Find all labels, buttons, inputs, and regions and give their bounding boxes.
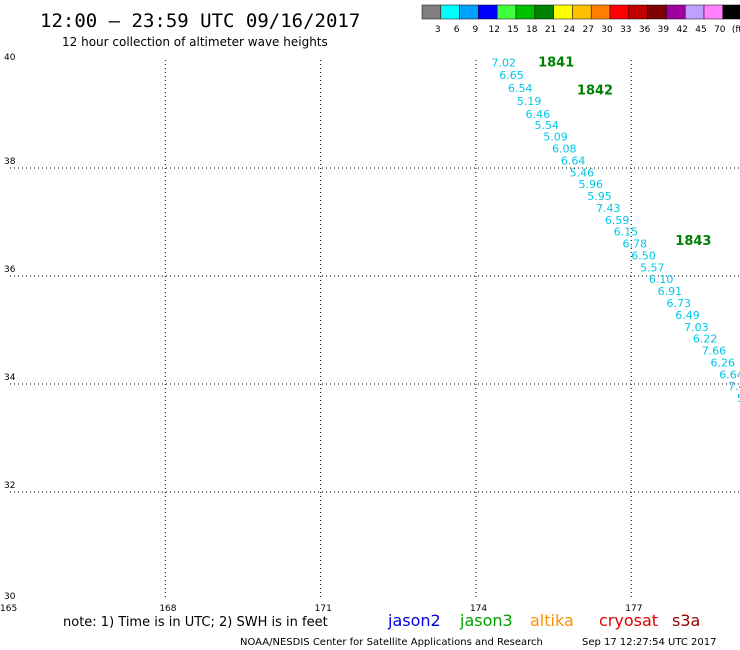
color-swatch <box>553 4 573 20</box>
mission-legend: jason2 jason3 altika cryosat s3a <box>387 611 700 630</box>
footer-note: note: 1) Time is in UTC; 2) SWH is in fe… <box>63 615 328 630</box>
color-swatch <box>609 4 630 20</box>
y-tick-label: 38 <box>4 157 16 167</box>
color-scale-label: 33 <box>620 25 631 35</box>
color-scale-label: 30 <box>601 25 613 35</box>
swh-value-label: 6.49 <box>675 309 700 322</box>
swh-value-label: 5.96 <box>578 178 603 191</box>
swh-value-label: 5.57 <box>640 261 665 274</box>
y-tick-label: 34 <box>4 373 16 383</box>
axes: 165 168 171 174 177 30 32 34 36 38 40 <box>0 53 642 614</box>
chart-title: 12:00 — 23:59 UTC 09/16/2017 <box>40 10 360 32</box>
swh-value-label: 6.54 <box>508 82 533 95</box>
color-scale-label: 3 <box>435 25 441 35</box>
x-tick-label: 165 <box>0 604 17 614</box>
color-swatch <box>534 4 554 20</box>
color-swatch <box>722 4 740 20</box>
mission-label-s3a: s3a <box>672 611 700 630</box>
grid <box>10 60 740 600</box>
x-tick-label: 171 <box>315 604 332 614</box>
color-scale-label: 39 <box>658 25 670 35</box>
pass-number-label: 1843 <box>675 234 711 249</box>
color-scale-label: 18 <box>526 25 538 35</box>
swh-value-label: 6.65 <box>499 69 524 82</box>
swh-value-label: 6.15 <box>614 226 639 239</box>
mission-label-jason3: jason3 <box>459 611 513 630</box>
color-swatch <box>515 4 536 20</box>
color-swatch <box>421 4 442 20</box>
swh-value-label: 7.43 <box>728 380 740 393</box>
footer-timestamp: Sep 17 12:27:54 UTC 2017 <box>582 637 716 648</box>
mission-label-altika: altika <box>530 611 574 630</box>
swh-value-label: 7.03 <box>684 321 709 334</box>
color-scale-label: 36 <box>639 25 651 35</box>
y-tick-label: 36 <box>4 265 16 275</box>
mission-label-jason2: jason2 <box>387 611 441 630</box>
y-tick-label: 40 <box>4 53 16 63</box>
swh-value-label: 6.64 <box>719 368 740 381</box>
swh-value-label: 6.91 <box>658 285 683 298</box>
swh-value-label: 7.43 <box>596 202 621 215</box>
x-tick-label: 174 <box>470 604 487 614</box>
color-swatch <box>684 4 705 20</box>
swh-value-label: 6.08 <box>552 143 577 156</box>
y-tick-label: 32 <box>4 481 15 491</box>
x-tick-label: 168 <box>159 604 176 614</box>
color-scale-label: 6 <box>454 25 460 35</box>
swh-value-label: 6.10 <box>649 273 674 286</box>
color-swatch <box>459 4 479 20</box>
chart-subtitle: 12 hour collection of altimeter wave hei… <box>62 35 328 49</box>
swh-value-label: 6.46 <box>526 108 551 121</box>
footer-credit: NOAA/NESDIS Center for Satellite Applica… <box>240 637 543 648</box>
color-scale-label: 24 <box>564 25 576 35</box>
color-scale-label: 70 <box>714 25 726 35</box>
color-swatch <box>703 4 724 20</box>
color-swatch <box>572 4 592 20</box>
swh-value-label: 6.50 <box>631 249 656 262</box>
swh-value-label: 6.22 <box>693 333 718 346</box>
pass-labels: 1841184218431844 <box>538 56 711 249</box>
swh-value-label: 5.93 <box>737 392 740 405</box>
swh-value-label: 7.02 <box>491 57 516 70</box>
swh-value-label: 7.66 <box>702 345 727 358</box>
color-scale-label: 45 <box>695 25 706 35</box>
color-swatch <box>590 4 611 20</box>
color-scale-label: 21 <box>545 25 556 35</box>
pass-number-label: 1842 <box>577 84 613 99</box>
swh-value-label: 5.95 <box>587 190 612 203</box>
swh-value-label: 6.78 <box>622 238 647 251</box>
color-scale-label: (ft) <box>732 25 740 35</box>
y-tick-label: 30 <box>4 592 16 602</box>
color-scale-label: 42 <box>676 25 687 35</box>
color-swatch <box>478 4 498 20</box>
x-tick-label: 177 <box>625 604 642 614</box>
color-swatch <box>496 4 517 20</box>
pass-number-label: 1841 <box>538 56 574 71</box>
color-scale-label: 12 <box>488 25 499 35</box>
swh-track: 7.026.656.545.196.465.545.096.086.645.46… <box>491 57 740 405</box>
swh-value-label: 5.09 <box>543 131 568 144</box>
color-swatch <box>666 4 686 20</box>
color-scale-label: 9 <box>473 25 479 35</box>
swh-value-label: 5.46 <box>570 166 595 179</box>
color-swatch <box>440 4 460 20</box>
swh-value-label: 6.73 <box>666 297 691 310</box>
swh-value-label: 5.54 <box>534 119 559 132</box>
swh-value-label: 5.19 <box>517 95 542 108</box>
color-scale-label: 27 <box>582 25 593 35</box>
color-scale-label: 15 <box>507 25 518 35</box>
swh-value-label: 6.59 <box>605 214 630 227</box>
mission-label-cryosat: cryosat <box>599 611 658 630</box>
color-swatch <box>628 4 648 20</box>
swh-value-label: 6.26 <box>710 356 735 369</box>
swh-value-label: 6.64 <box>561 154 586 167</box>
color-swatch <box>647 4 667 20</box>
